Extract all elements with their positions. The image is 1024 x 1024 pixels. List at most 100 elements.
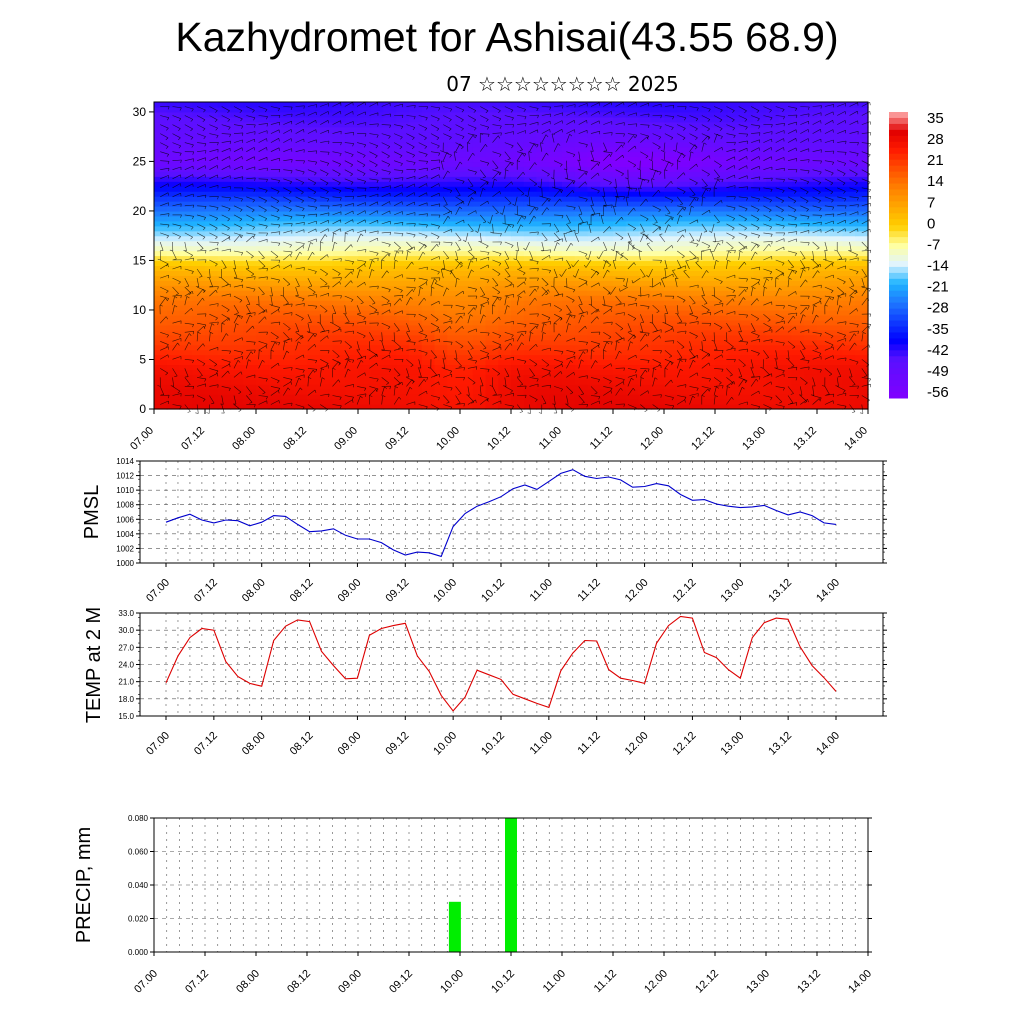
- heatmap-cell: [434, 319, 448, 326]
- wind-barb: [283, 120, 292, 125]
- heatmap-cell: [447, 111, 461, 118]
- heatmap-cell: [523, 349, 538, 356]
- heatmap-cell: [205, 111, 219, 118]
- heatmap-cell: [625, 191, 640, 197]
- heatmap-cell: [383, 255, 397, 262]
- heatmap-cell: [613, 399, 627, 405]
- wind-barb-flag: [365, 195, 367, 199]
- heatmap-cell: [753, 364, 767, 370]
- heatmap-cell: [664, 196, 678, 202]
- heatmap-cell: [613, 290, 627, 296]
- wind-barb: [258, 157, 268, 161]
- heatmap-cell: [625, 156, 640, 163]
- heatmap-cell: [268, 349, 283, 356]
- heatmap-cell: [434, 126, 448, 133]
- heatmap-cell: [345, 285, 359, 291]
- heatmap-cell: [460, 305, 474, 311]
- wind-barb: [812, 105, 822, 107]
- heatmap-cell: [791, 166, 805, 172]
- wind-barb: [677, 205, 687, 208]
- wind-barb: [701, 187, 711, 189]
- heatmap-cell: [702, 151, 716, 158]
- wind-barb-flag: [510, 162, 513, 166]
- heatmap-cell: [804, 191, 818, 197]
- wind-barb: [578, 103, 588, 107]
- heatmap-cell: [307, 225, 321, 232]
- heatmap-cell: [268, 275, 283, 281]
- wind-barb: [763, 131, 773, 134]
- wind-barb: [615, 111, 625, 116]
- heatmap-cell: [179, 275, 193, 281]
- wind-barb-flag: [167, 192, 169, 196]
- wind-barb-flag: [438, 214, 441, 218]
- heatmap-cell: [192, 354, 206, 361]
- wind-barb: [504, 160, 514, 164]
- heatmap-cell: [715, 205, 729, 212]
- wind-barb: [517, 130, 526, 134]
- heatmap-cell: [511, 379, 525, 385]
- heatmap-cell: [217, 404, 232, 410]
- wind-barb: [197, 157, 206, 161]
- heatmap-cell: [256, 106, 270, 113]
- wind-barb: [295, 214, 305, 216]
- wind-barb: [418, 192, 427, 198]
- heatmap-cell: [230, 305, 244, 311]
- heatmap-cell: [600, 196, 614, 202]
- heatmap-cell: [281, 196, 295, 202]
- heatmap-cell: [281, 379, 295, 385]
- heatmap-cell: [307, 404, 321, 410]
- heatmap-cell: [179, 161, 193, 167]
- heatmap-cell: [766, 126, 780, 133]
- wind-barb-flag: [289, 181, 293, 185]
- heatmap-cell: [409, 394, 423, 400]
- heatmap-cell: [358, 285, 372, 291]
- heatmap-cell: [536, 106, 550, 113]
- heatmap-cell: [804, 220, 818, 227]
- heatmap-cell: [511, 111, 525, 118]
- heatmap-cell: [319, 181, 334, 187]
- heatmap-cell: [217, 374, 232, 380]
- heatmap-cell: [625, 384, 640, 390]
- wind-barb-flag: [514, 213, 518, 216]
- heatmap-cell: [753, 166, 767, 172]
- wind-barb-flag: [424, 137, 427, 141]
- wind-barb-flag: [191, 144, 194, 148]
- wind-barb: [492, 151, 502, 155]
- heatmap-cell: [192, 151, 206, 158]
- heatmap-cell: [664, 151, 678, 158]
- wind-barb: [529, 143, 535, 152]
- heatmap-cell: [715, 364, 729, 370]
- wind-barb-flag: [202, 128, 206, 132]
- heatmap-cell: [485, 384, 499, 390]
- heatmap-cell: [243, 314, 257, 321]
- wind-barb: [590, 102, 600, 107]
- heatmap-cell: [676, 359, 691, 366]
- wind-barb-flag: [856, 190, 859, 194]
- heatmap-cell: [460, 205, 474, 212]
- heatmap-cell: [791, 324, 805, 331]
- wind-barb-flag: [500, 132, 502, 136]
- wind-barb: [824, 160, 834, 163]
- wind-barb: [627, 102, 637, 107]
- heatmap-cell: [409, 230, 423, 237]
- heatmap-cell: [154, 201, 168, 207]
- heatmap-cell: [651, 334, 665, 341]
- heatmap-cell: [345, 116, 359, 123]
- wind-barb-flag: [253, 117, 256, 121]
- heatmap-cell: [332, 265, 346, 271]
- heatmap-cell: [740, 201, 754, 207]
- heatmap-cell: [676, 151, 691, 158]
- heatmap-cell: [613, 354, 627, 361]
- wind-barb: [640, 124, 650, 126]
- heatmap-cell: [842, 255, 856, 262]
- wind-barb-flag: [168, 213, 170, 217]
- heatmap-cell: [154, 270, 168, 276]
- heatmap-cell: [345, 305, 359, 311]
- heatmap-cell: [753, 215, 767, 222]
- heatmap-cell: [740, 220, 754, 227]
- wind-barb: [172, 174, 181, 180]
- heatmap-cell: [307, 210, 321, 217]
- heatmap-cell: [817, 205, 831, 212]
- heatmap-cell: [625, 394, 640, 400]
- wind-barb-flag: [253, 189, 256, 192]
